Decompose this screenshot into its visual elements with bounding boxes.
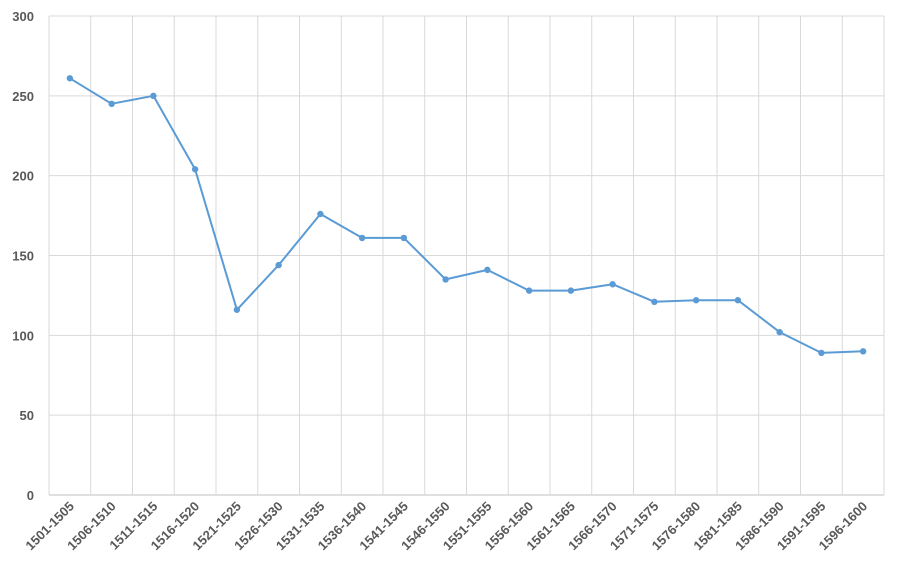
y-axis-ticks: 0 50 100 150 200 250 300: [12, 9, 34, 503]
y-tick-label: 250: [12, 89, 34, 104]
y-tick-label: 100: [12, 328, 34, 343]
data-point: [525, 287, 533, 294]
data-point: [609, 281, 616, 288]
x-axis-ticks: 1501-15051506-15101511-15151516-15201521…: [22, 499, 870, 554]
data-point: [233, 306, 241, 313]
y-tick-label: 300: [12, 9, 34, 24]
series-line: [69, 77, 864, 354]
data-point: [358, 234, 366, 242]
data-point: [818, 349, 825, 357]
data-point: [567, 287, 575, 294]
data-point: [191, 166, 199, 173]
data-point: [442, 276, 449, 283]
data-point: [317, 210, 324, 218]
data-point: [859, 348, 867, 355]
gridlines: [48, 15, 885, 496]
data-point: [484, 266, 491, 274]
data-point: [66, 75, 74, 82]
data-point: [776, 328, 783, 336]
y-tick-label: 50: [20, 408, 34, 423]
series-group: [66, 75, 867, 357]
data-point: [651, 298, 658, 306]
data-point: [734, 297, 742, 304]
data-point: [275, 261, 282, 269]
data-point: [692, 297, 700, 304]
y-tick-label: 200: [12, 169, 34, 184]
y-tick-label: 0: [27, 488, 34, 503]
y-tick-label: 150: [12, 249, 34, 264]
data-point: [400, 234, 408, 242]
data-point: [108, 100, 115, 108]
data-point: [150, 92, 157, 100]
